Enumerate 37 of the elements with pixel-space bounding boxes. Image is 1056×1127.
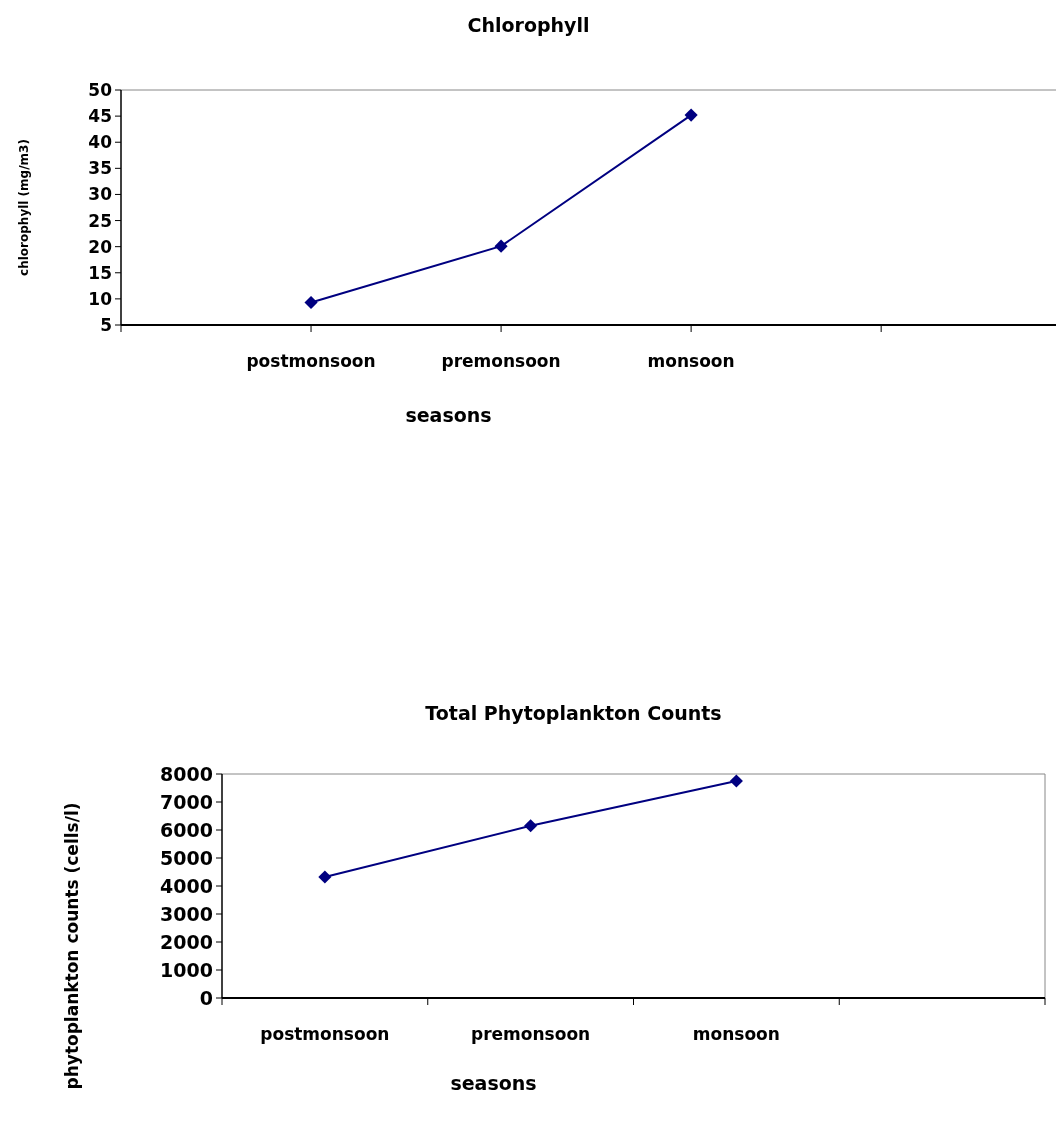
y-tick-label: 50 [88,79,113,100]
y-tick-label: 5 [100,314,112,335]
y-tick-label: 6000 [160,818,213,841]
point [729,774,743,788]
y-tick-label: 30 [88,184,113,205]
x-tick-label: premonsoon [441,351,561,371]
y-tick-label: 25 [88,210,112,231]
x-tick-label: monsoon [692,1024,780,1044]
x-tick-label: postmonsoon [246,351,376,371]
y-tick-label: 35 [88,158,112,179]
x-tick-label: premonsoon [471,1024,591,1044]
y-axis-title: phytoplankton counts (cells/l) [62,802,82,1090]
point [304,295,318,310]
y-tick-label: 20 [88,236,113,257]
y-tick-label: 8000 [160,762,213,785]
point [494,239,508,253]
x-tick-label: monsoon [647,351,735,371]
point [318,870,332,884]
y-tick-label: 3000 [160,902,213,925]
y-tick-label: 40 [88,132,113,153]
chart-title: Chlorophyll [467,14,590,36]
y-tick-label: 2000 [160,930,213,953]
y-tick-label: 1000 [160,958,213,981]
point [524,819,538,833]
y-tick-label: 7000 [160,790,213,813]
y-tick-label: 45 [88,106,112,127]
y-axis-title: chlorophyll (mg/m3) [17,139,31,276]
point [684,108,698,122]
y-tick-label: 15 [88,262,112,283]
y-tick-label: 4000 [160,874,213,897]
x-axis-title: seasons [405,404,492,426]
x-axis-title: seasons [450,1072,537,1094]
y-tick-label: 5000 [160,846,213,869]
y-tick-label: 10 [88,288,113,309]
x-tick-label: postmonsoon [260,1024,390,1044]
y-tick-label: 0 [199,986,213,1009]
chart-title: Total Phytoplankton Counts [425,702,722,724]
